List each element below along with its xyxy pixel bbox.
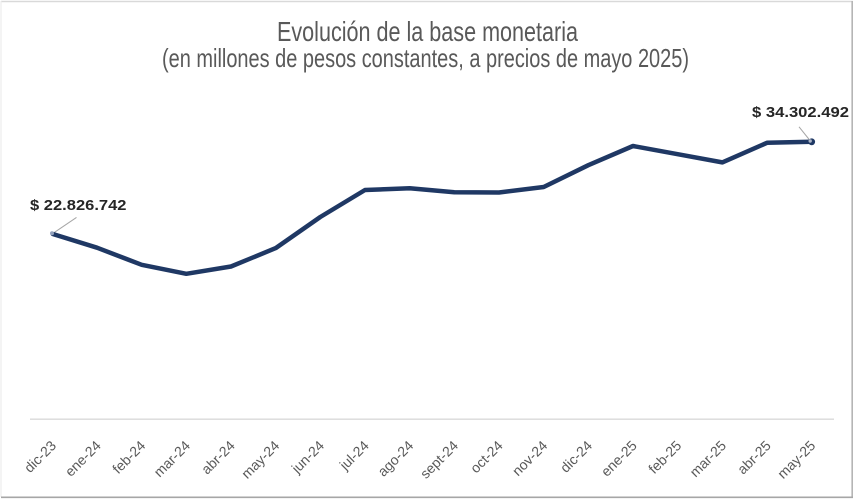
svg-text:$ 22.826.742: $ 22.826.742 bbox=[30, 197, 127, 214]
svg-text:(en millones de pesos constant: (en millones de pesos constantes, a prec… bbox=[162, 43, 689, 73]
svg-text:$ 34.302.492: $ 34.302.492 bbox=[752, 104, 849, 121]
svg-text:Evolución de la base monetaria: Evolución de la base monetaria bbox=[277, 16, 578, 47]
